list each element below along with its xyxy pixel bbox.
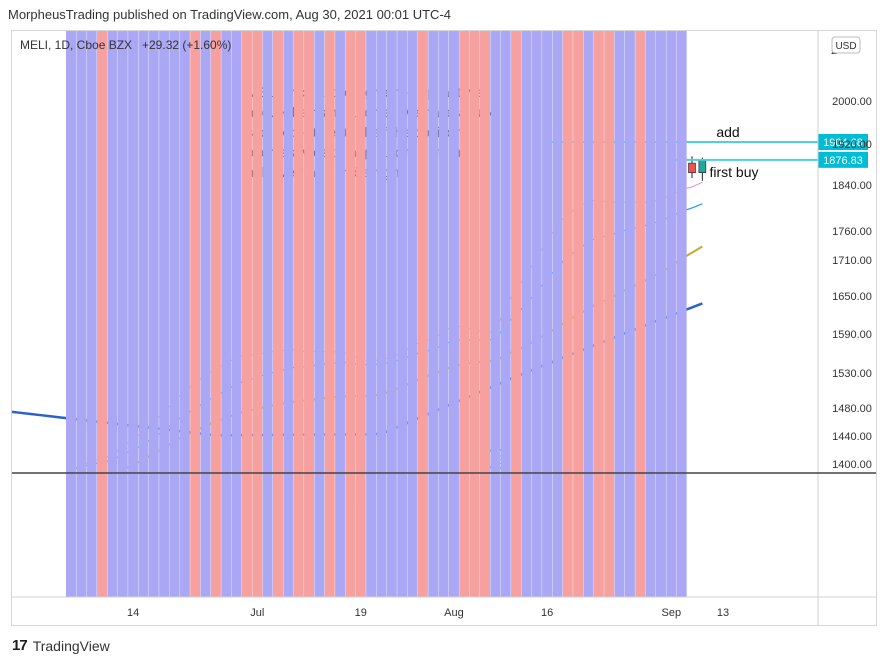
volume-bar[interactable]	[128, 0, 139, 597]
volume-bar[interactable]	[676, 0, 687, 597]
symbol-change: +29.32 (+1.60%)	[142, 38, 231, 52]
volume-bar[interactable]	[210, 0, 221, 597]
volume-bar[interactable]	[355, 0, 366, 597]
volume-bar[interactable]	[666, 0, 677, 597]
volume-bar[interactable]	[241, 0, 252, 597]
price-tick-label: 1710.00	[832, 255, 872, 267]
volume-bar[interactable]	[552, 0, 563, 597]
volume-bar[interactable]	[159, 0, 170, 597]
volume-bar[interactable]	[190, 0, 201, 597]
candle[interactable]	[698, 157, 707, 181]
price-level-tag	[818, 133, 868, 150]
volume-bar[interactable]	[448, 0, 459, 597]
currency-badge[interactable]: USD	[831, 36, 861, 54]
volume-bar[interactable]	[438, 0, 449, 597]
volume-bar[interactable]	[614, 0, 625, 597]
price-level-value: 1904.68	[823, 137, 863, 149]
volume-bar[interactable]	[335, 0, 346, 597]
volume-bar[interactable]	[97, 0, 108, 597]
volume-bar[interactable]	[593, 0, 604, 597]
volume-bar[interactable]	[304, 0, 315, 597]
volume-bar[interactable]	[345, 0, 356, 598]
volume-bar[interactable]	[407, 0, 418, 597]
price-level-note: first buy	[709, 164, 758, 180]
volume-bar[interactable]	[283, 0, 294, 597]
volume-bar[interactable]	[583, 0, 594, 597]
volume-bar[interactable]	[169, 0, 180, 597]
volume-bar[interactable]	[252, 0, 263, 597]
volume-bar[interactable]	[459, 0, 470, 597]
volume-bar[interactable]	[635, 0, 646, 597]
time-tick-label: Sep	[662, 607, 682, 619]
price-tick-label: 1840.00	[832, 180, 872, 192]
volume-bar[interactable]	[397, 0, 408, 597]
volume-bar[interactable]	[521, 0, 532, 597]
volume-bar[interactable]	[417, 0, 428, 597]
volume-bar[interactable]	[366, 0, 377, 597]
volume-bar[interactable]	[490, 0, 501, 597]
volume-bar[interactable]	[386, 0, 397, 597]
volume-bar[interactable]	[542, 0, 553, 597]
volume-bar[interactable]	[86, 0, 97, 597]
volume-bar[interactable]	[531, 0, 542, 597]
volume-bar[interactable]	[428, 0, 439, 598]
volume-bar[interactable]	[573, 0, 584, 597]
volume-bar[interactable]	[500, 0, 511, 597]
volume-bar[interactable]	[273, 0, 283, 597]
volume-bar[interactable]	[221, 0, 232, 597]
volume-bar[interactable]	[624, 0, 635, 597]
volume-bar[interactable]	[117, 0, 128, 597]
tradingview-logo-mark: 17	[12, 637, 28, 654]
volume-bar[interactable]	[148, 0, 159, 597]
volume-bar[interactable]	[179, 0, 190, 597]
price-level[interactable]: 1876.83 first buy	[671, 151, 868, 180]
price-level-note: add	[716, 124, 739, 140]
volume-bar[interactable]	[562, 0, 573, 597]
volume-bar[interactable]	[200, 0, 211, 598]
price-tick-label: 1480.00	[832, 403, 872, 415]
price-tick-label: 1650.00	[832, 291, 872, 303]
symbol-title: MELI, 1D, Cboe BZX	[20, 38, 132, 52]
volume-bar[interactable]	[66, 0, 76, 597]
currency-badge-box	[831, 36, 861, 54]
tradingview-brand: TradingView	[32, 637, 110, 654]
volume-bar[interactable]	[604, 0, 615, 597]
price-tick-label: 1920.00	[832, 139, 872, 151]
tradingview-logo[interactable]: 17 TradingView	[12, 637, 110, 654]
volume-bar[interactable]	[76, 0, 87, 597]
time-tick-label: 19	[355, 607, 367, 619]
candle-body	[688, 162, 696, 173]
price-tick-label: 1400.00	[832, 459, 872, 471]
price-level-tag	[818, 151, 868, 168]
price-tick-label: 1760.00	[832, 226, 872, 238]
volume-bar[interactable]	[480, 0, 490, 597]
time-tick-label: 16	[541, 607, 553, 619]
volume-bar[interactable]	[107, 0, 118, 597]
volume-bar[interactable]	[231, 0, 242, 597]
volume-bar[interactable]	[469, 0, 480, 597]
time-tick-label: 13	[717, 607, 729, 619]
price-tick-label: 1530.00	[832, 368, 872, 380]
volume-bar[interactable]	[645, 0, 656, 597]
time-tick-label: Aug	[444, 607, 464, 619]
volume-bar[interactable]	[655, 0, 666, 597]
volume-bar[interactable]	[314, 0, 325, 598]
volume-bar[interactable]	[376, 0, 387, 598]
time-tick-label: Jul	[250, 607, 264, 619]
publish-header: MorpheusTrading published on TradingView…	[8, 7, 451, 22]
volume-bar[interactable]	[293, 0, 304, 597]
currency-badge-label: USD	[835, 41, 856, 52]
candle-body	[698, 160, 707, 173]
volume-bar[interactable]	[138, 0, 149, 597]
price-tick-label: 1440.00	[832, 431, 872, 443]
price-tick-label: 2000.00	[832, 96, 872, 108]
price-level-value: 1876.83	[823, 155, 863, 167]
time-tick-label: 14	[127, 607, 139, 619]
volume-bar[interactable]	[262, 0, 273, 597]
volume-bar[interactable]	[324, 0, 335, 597]
volume-bar[interactable]	[511, 0, 522, 597]
price-tick-label: 1590.00	[832, 329, 872, 341]
